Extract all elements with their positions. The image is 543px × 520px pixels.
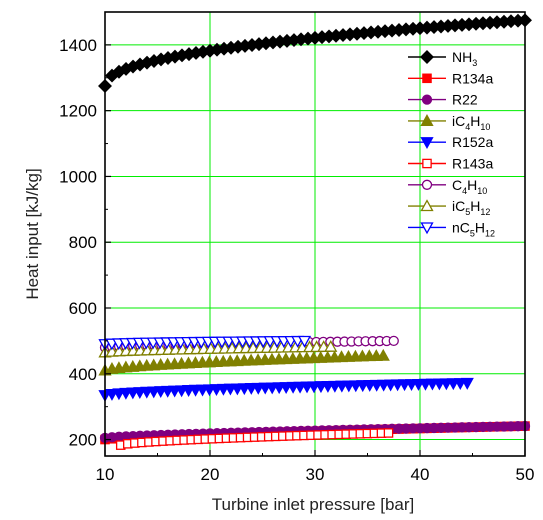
axis-ticks: 10 20 30 40 50 200 400 600 800 1000 1200 1400 [59, 36, 534, 484]
x-tick-label: 10 [96, 465, 115, 484]
legend-entry: nC5H12 [408, 219, 495, 238]
legend-label: iC5H12 [452, 198, 490, 217]
x-tick-label: 50 [516, 465, 535, 484]
y-tick-label: 1200 [59, 102, 97, 121]
series-8 [98, 335, 312, 352]
series-4 [98, 377, 474, 402]
x-tick-label: 20 [201, 465, 220, 484]
legend-entry: R134a [408, 70, 493, 86]
legend-label: R152a [452, 134, 493, 150]
legend-label: nC5H12 [452, 219, 495, 238]
legend-entry: R152a [408, 134, 493, 150]
legend-marker [422, 73, 432, 84]
data-point [297, 335, 312, 348]
series-7 [98, 339, 338, 358]
legend-marker [422, 158, 432, 169]
y-tick-label: 1000 [59, 167, 97, 186]
x-axis-title: Turbine inlet pressure [bar] [212, 495, 415, 514]
legend-marker [420, 199, 434, 212]
series-5 [115, 428, 394, 450]
legend-label: R22 [452, 92, 478, 108]
legend-marker [420, 114, 434, 126]
data-point [376, 348, 390, 361]
series-layer [98, 13, 532, 450]
legend-entry: iC5H12 [408, 198, 490, 217]
legend: NH3 R134a R22 iC4H10 R152a R143a C4H10 iC5H12 nC… [408, 49, 495, 238]
legend-entry: R22 [408, 92, 478, 108]
data-point [460, 377, 474, 390]
legend-marker [421, 179, 433, 190]
series-0 [98, 13, 532, 93]
x-tick-label: 40 [411, 465, 430, 484]
series-3 [98, 348, 390, 376]
legend-label: R134a [452, 70, 493, 86]
legend-marker [420, 137, 434, 150]
legend-label: C4H10 [452, 177, 487, 196]
x-tick-label: 30 [306, 465, 325, 484]
y-tick-label: 600 [69, 299, 97, 318]
legend-marker [421, 94, 433, 105]
legend-label: NH3 [452, 49, 477, 68]
data-point [324, 339, 338, 352]
y-tick-label: 1400 [59, 36, 97, 55]
legend-entry: R143a [408, 156, 493, 172]
legend-marker [420, 50, 434, 64]
legend-entry: NH3 [408, 49, 477, 68]
y-tick-label: 400 [69, 365, 97, 384]
legend-label: iC4H10 [452, 113, 490, 132]
legend-entry: iC4H10 [408, 113, 490, 132]
legend-marker [420, 222, 434, 235]
data-point [383, 428, 394, 438]
legend-entry: C4H10 [408, 177, 487, 196]
legend-label: R143a [452, 156, 493, 172]
y-tick-label: 800 [69, 233, 97, 252]
data-point [388, 335, 399, 347]
y-tick-label: 200 [69, 431, 97, 450]
y-axis-title: Heat input [kJ/kg] [23, 168, 42, 299]
